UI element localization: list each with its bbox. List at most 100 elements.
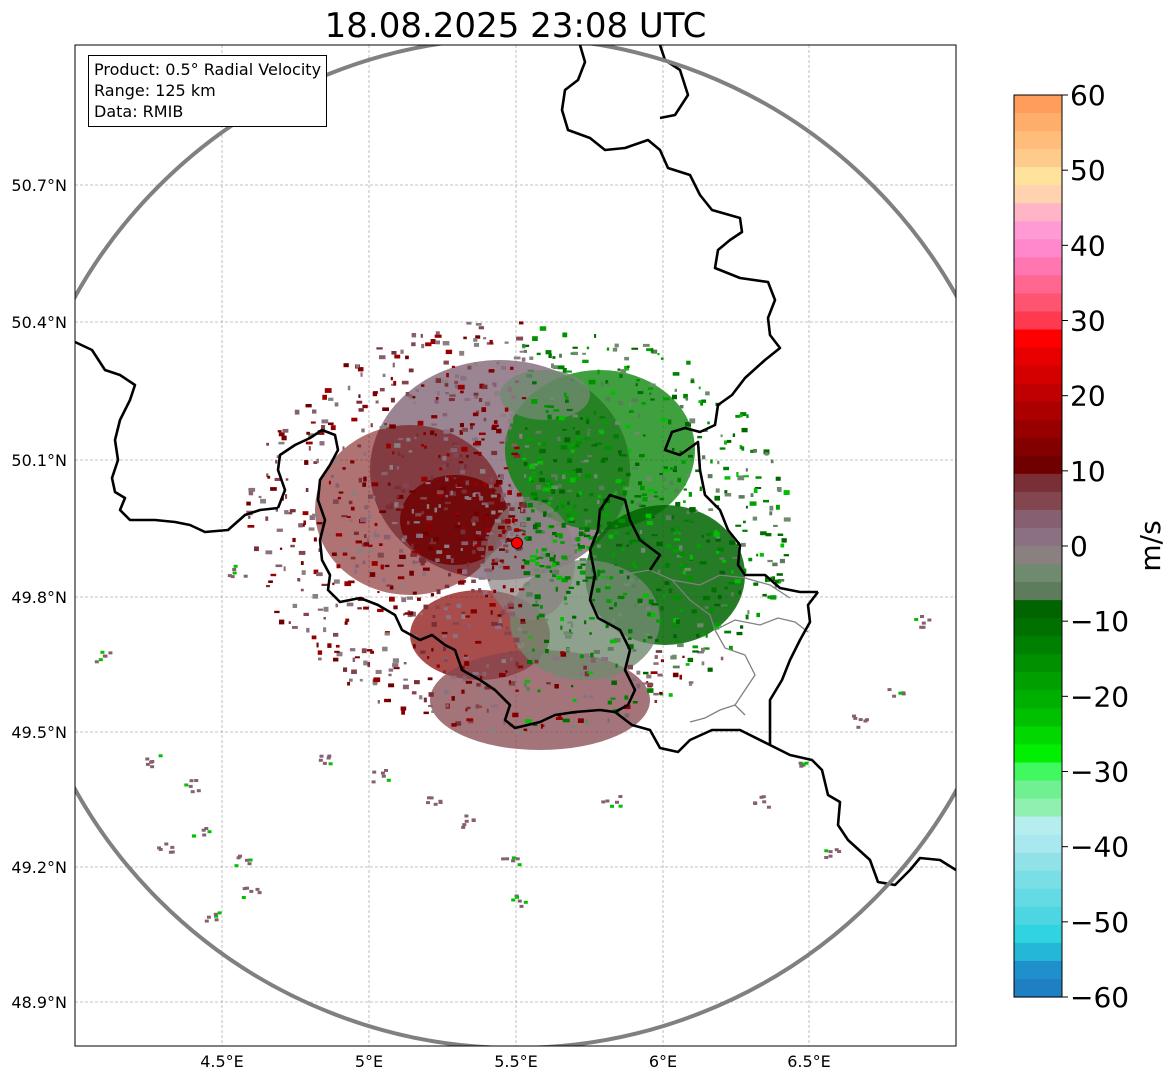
radar-echo-pixel [418, 557, 426, 562]
radar-echo-pixel [402, 684, 409, 690]
radar-echo-pixel [601, 569, 606, 573]
radar-echo-pixel [569, 631, 573, 635]
radar-echo-pixel [590, 657, 596, 663]
radar-echo-pixel [549, 496, 553, 501]
radar-echo-pixel [461, 611, 466, 615]
radar-echo-pixel [373, 533, 380, 538]
radar-echo-pixel [700, 401, 703, 406]
radar-echo-pixel [399, 554, 406, 559]
radar-echo-pixel [639, 454, 645, 458]
radar-echo-pixel [587, 671, 593, 674]
radar-echo-pixel [502, 531, 505, 534]
radar-echo-pixel [344, 581, 352, 587]
radar-echo-pixel [313, 569, 319, 575]
radar-echo-pixel [701, 399, 707, 403]
radar-echo-pixel [586, 546, 592, 549]
colorbar-swatch [1014, 113, 1062, 132]
latitude-ticks: 50.7°N 50.4°N 50.1°N 49.8°N 49.5°N 49.2°… [11, 176, 67, 1012]
radar-echo-pixel [719, 570, 725, 575]
radar-echo-pixel [764, 452, 769, 456]
radar-echo-pixel [492, 382, 495, 386]
radar-echo-pixel [331, 552, 337, 556]
radar-echo-pixel [489, 477, 493, 482]
radar-echo-pixel [663, 466, 668, 470]
lon-tick-label: 6°E [649, 1052, 677, 1071]
radar-echo-pixel [478, 588, 482, 593]
radar-echo-pixel [350, 506, 355, 511]
radar-echo-pixel [498, 525, 505, 530]
radar-echo-pixel [595, 442, 602, 445]
radar-echo-pixel [772, 576, 775, 581]
radar-echo-pixel [660, 357, 664, 360]
radar-echo-pixel [398, 438, 404, 441]
radar-echo-pixel [426, 801, 430, 805]
radar-echo-pixel [351, 669, 357, 674]
radar-echo-pixel [384, 632, 390, 636]
radar-echo-pixel [508, 681, 516, 686]
lon-tick-label: 4.5°E [200, 1052, 244, 1071]
radar-echo-pixel [150, 765, 155, 769]
radar-echo-pixel [363, 606, 369, 610]
radar-echo-pixel [577, 718, 584, 723]
radar-echo-pixel [361, 543, 365, 547]
radar-echo-pixel [735, 414, 741, 418]
radar-echo-pixel [679, 548, 683, 552]
radar-echo-pixel [692, 645, 698, 649]
radar-echo-pixel [586, 419, 590, 425]
radar-echo-pixel [728, 581, 735, 585]
radar-echo-pixel [440, 465, 447, 469]
radar-echo-pixel [420, 333, 423, 338]
radar-echo-pixel [401, 454, 405, 458]
radar-echo-pixel [279, 547, 283, 550]
radar-echo-pixel [515, 661, 519, 666]
radar-echo-pixel [561, 578, 568, 583]
radar-echo-pixel [311, 635, 317, 640]
radar-echo-pixel [679, 551, 686, 557]
radar-echo-pixel [697, 651, 704, 654]
radar-echo-pixel [411, 509, 414, 514]
radar-echo-pixel [349, 519, 353, 522]
radar-echo-pixel [649, 383, 656, 387]
radar-echo-pixel [417, 420, 424, 426]
radar-echo-pixel [270, 573, 277, 577]
radar-echo-pixel [572, 346, 578, 349]
radar-echo-pixel [492, 527, 496, 530]
radar-echo-pixel [427, 677, 433, 681]
radar-echo-pixel [527, 369, 535, 372]
radar-echo-pixel [531, 399, 538, 404]
radar-echo-pixel [270, 487, 277, 491]
radar-echo-pixel [570, 449, 575, 453]
radar-echo-pixel [460, 465, 464, 470]
radar-echo-pixel [655, 639, 659, 642]
radar-echo-pixel [569, 629, 572, 633]
radar-echo-pixel [567, 501, 570, 505]
radar-echo-pixel [527, 502, 533, 508]
radar-echo-pixel [522, 630, 528, 634]
radar-echo-pixel [600, 381, 604, 387]
radar-echo-pixel [647, 682, 654, 687]
radar-echo-pixel [461, 489, 467, 494]
radar-echo-pixel [620, 369, 627, 374]
radar-echo-pixel [624, 356, 629, 361]
radar-echo-pixel [699, 561, 707, 565]
radar-echo-pixel [526, 438, 533, 442]
radar-echo-pixel [777, 488, 782, 493]
radar-echo-pixel [635, 577, 638, 581]
radar-echo-pixel [605, 380, 609, 384]
radar-echo-pixel [609, 607, 614, 610]
radar-echo-pixel [444, 544, 450, 548]
radar-echo-pixel [515, 521, 520, 525]
radar-echo-pixel [673, 548, 679, 553]
radar-echo-pixel [505, 437, 508, 441]
radar-echo-pixel [542, 487, 550, 492]
radar-echo-pixel [750, 493, 754, 497]
radar-echo-pixel [292, 626, 298, 629]
radar-echo-pixel [828, 850, 833, 854]
radar-echo-pixel [475, 534, 480, 539]
radar-echo-pixel [713, 531, 720, 537]
radar-echo-pixel [521, 397, 527, 400]
radar-echo-pixel [611, 552, 615, 558]
colorbar-tick-label: 60 [1070, 79, 1106, 112]
radar-echo-pixel [434, 399, 439, 404]
radar-echo-pixel [363, 452, 367, 456]
